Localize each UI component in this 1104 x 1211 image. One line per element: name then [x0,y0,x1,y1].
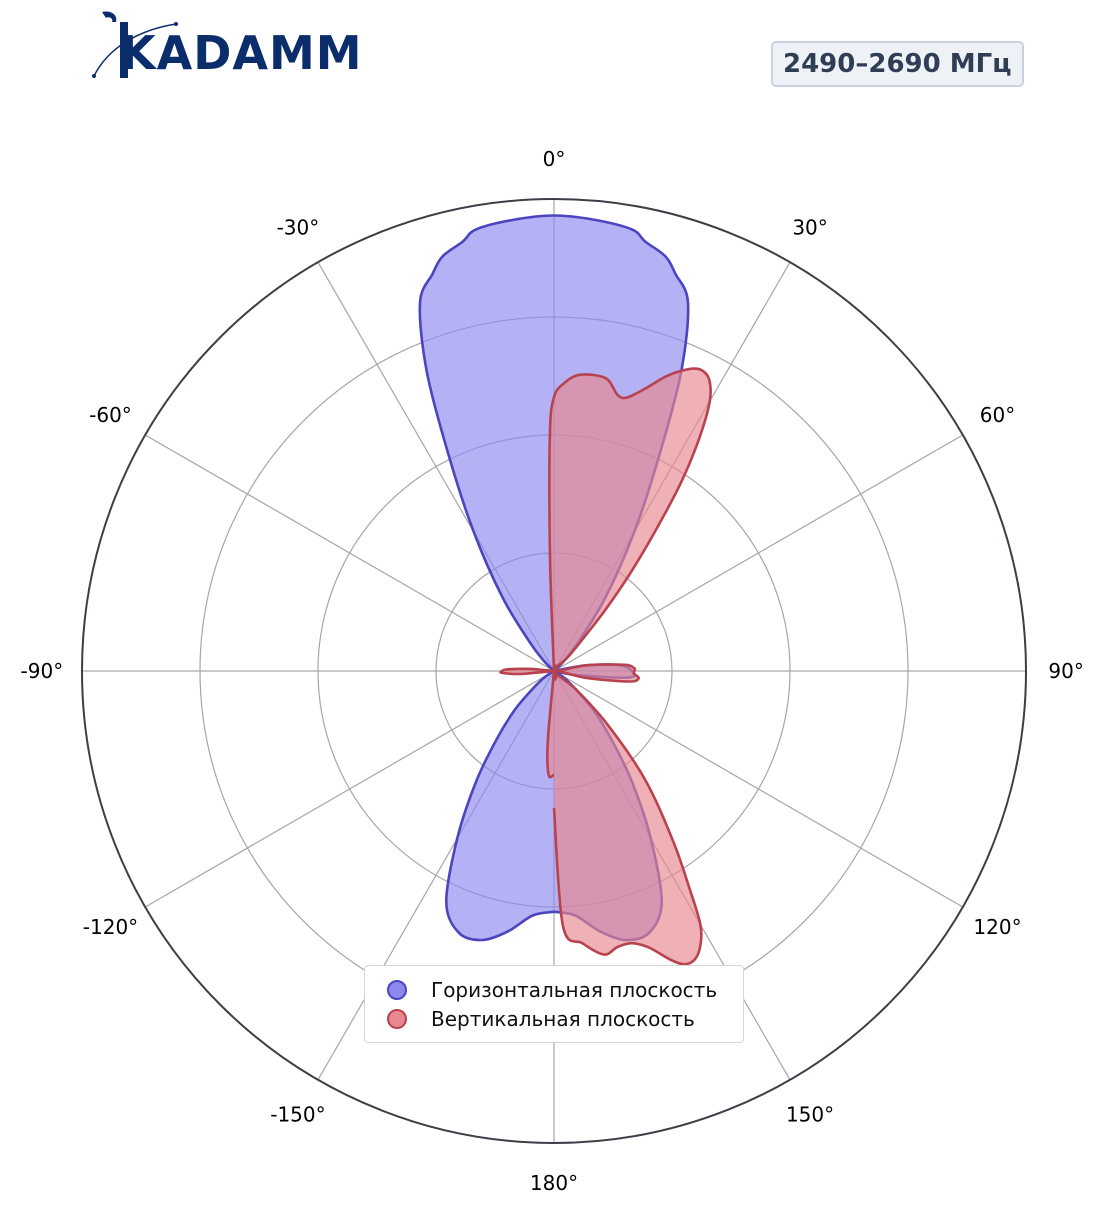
angle-tick-label: -120° [83,915,138,939]
series-layer [418,214,712,966]
legend-marker-horizontal [387,980,407,1000]
angle-tick-label: 120° [973,915,1021,939]
legend-item-horizontal: Горизонтальная плоскость [387,978,717,1002]
legend-item-vertical: Вертикальная плоскость [387,1007,695,1031]
legend-marker-vertical [387,1009,407,1029]
outer-ring [81,198,1027,1144]
angular-gridline [144,670,555,908]
logo-dot-left [92,74,96,78]
angle-tick-label: -90° [21,659,64,683]
angle-tick-label: 180° [530,1171,578,1195]
legend: Горизонтальная плоскость Вертикальная пл… [364,965,744,1043]
angular-gridline [144,434,555,672]
legend-label-vertical: Вертикальная плоскость [431,1007,695,1031]
logo-wordmark: KADAMM [120,26,363,80]
logo-stem [120,22,128,78]
frequency-band-label: 2490–2690 МГц [783,49,1012,79]
angle-tick-label: -30° [277,215,320,239]
angle-tick-label: 90° [1048,659,1083,683]
logo-swoosh-mark [102,11,117,22]
angle-tick-label: 60° [980,403,1015,427]
angle-tick-label: 150° [786,1103,834,1127]
kadamm-logo [92,11,178,78]
series-fill-vertical [500,368,711,965]
angle-tick-label: 0° [543,147,566,171]
angle-tick-label: 30° [792,215,827,239]
logo-dot-right [174,22,178,26]
angle-tick-labels: 0° 30° 60° 90° 120° 150° 180° -150° -120° -90° -60… [21,147,1084,1195]
frequency-band-badge: 2490–2690 МГц [771,41,1024,87]
angular-gridline [553,670,964,908]
angle-tick-label: -60° [89,403,132,427]
series-line-vertical [499,367,712,966]
angle-tick-label: -150° [270,1103,325,1127]
angular-gridline [553,434,964,672]
legend-label-horizontal: Горизонтальная плоскость [431,978,718,1002]
